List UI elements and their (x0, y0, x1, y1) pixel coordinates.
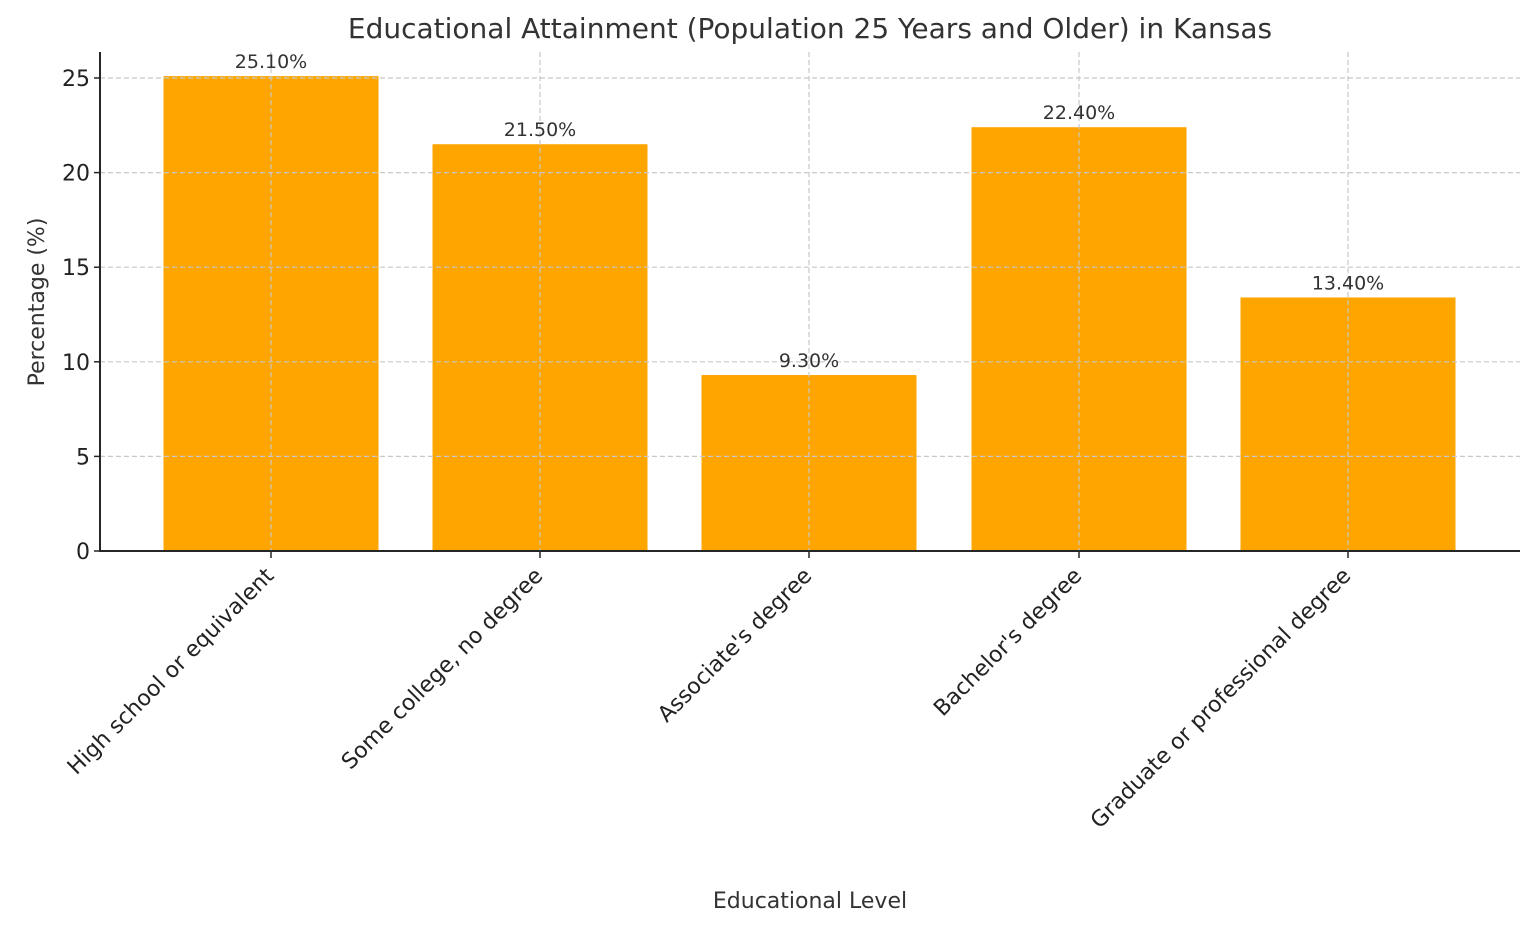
x-axis-label: Educational Level (713, 889, 907, 914)
x-tick-label: Bachelor's degree (929, 564, 1087, 722)
y-axis-label: Percentage (%) (25, 218, 50, 387)
x-tick-label: Some college, no degree (337, 564, 548, 775)
y-tick-label: 20 (62, 162, 90, 187)
bar-value-label: 9.30% (779, 350, 839, 372)
x-tick-label: Associate's degree (653, 564, 817, 728)
bar-value-label: 13.40% (1312, 272, 1384, 294)
x-tick-label: Graduate or professional degree (1086, 564, 1356, 834)
y-tick-label: 25 (62, 67, 90, 92)
y-tick-label: 10 (62, 351, 90, 376)
bar-value-label: 25.10% (235, 51, 307, 73)
y-tick-label: 15 (62, 256, 90, 281)
bar-value-label: 21.50% (504, 119, 576, 141)
chart-title: Educational Attainment (Population 25 Ye… (348, 12, 1272, 45)
x-tick-label: High school or equivalent (63, 563, 280, 780)
y-tick-label: 5 (76, 445, 90, 470)
bar-value-label: 22.40% (1043, 102, 1115, 124)
y-tick-label: 0 (76, 540, 90, 565)
